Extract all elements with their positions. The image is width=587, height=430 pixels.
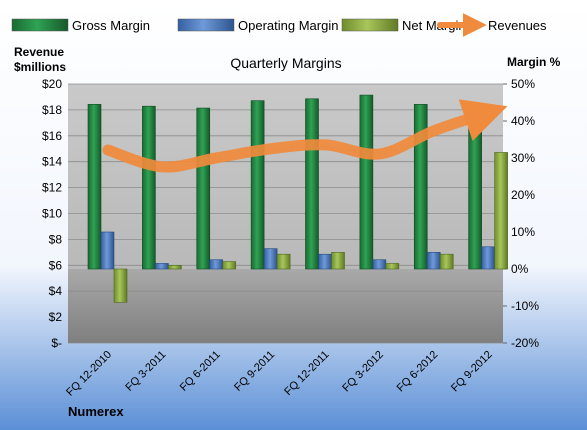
plot-area-upper	[68, 84, 503, 269]
legend: Gross Margin Operating Margin Net Margin Re…	[11, 13, 547, 37]
operating-margin-bar	[100, 231, 115, 270]
bars	[87, 94, 508, 303]
net-margin-bar	[439, 253, 454, 270]
plot-area-lower	[68, 269, 503, 343]
legend-swatch-net-margin	[341, 18, 399, 32]
legend-swatch-gross-margin	[11, 18, 69, 32]
gross-margin-bar	[468, 111, 482, 270]
net-margin-bar	[113, 268, 128, 303]
legend-label: Gross Margin	[72, 18, 150, 33]
left-tick-label: $16	[42, 129, 62, 143]
right-tick-label: -20%	[511, 336, 539, 350]
right-axis-label: Margin %	[507, 55, 561, 69]
left-tick-label: $4	[49, 284, 63, 298]
gross-margin-bar	[196, 107, 211, 270]
right-tick-label: 20%	[511, 188, 535, 202]
right-tick-label: 40%	[511, 114, 535, 128]
operating-margin-bar	[481, 246, 495, 270]
right-tick-label: 30%	[511, 151, 535, 165]
right-tick-label: 10%	[511, 225, 535, 239]
operating-margin-bar	[209, 259, 224, 270]
revenue-point	[108, 150, 109, 151]
left-axis-label-line2: $millions	[14, 60, 66, 74]
left-tick-label: $2	[49, 310, 63, 324]
revenue-point	[216, 157, 217, 158]
legend-label: Net Margin	[402, 18, 466, 33]
left-tick-label: $14	[42, 155, 62, 169]
revenue-point	[434, 130, 435, 131]
right-tick-label: 50%	[511, 77, 535, 91]
operating-margin-bar	[372, 259, 387, 270]
left-tick-label: $8	[49, 232, 63, 246]
net-margin-bar	[331, 252, 345, 270]
left-axis-label-line1: Revenue	[14, 45, 64, 59]
operating-margin-bar	[155, 263, 169, 270]
revenue-point	[325, 144, 326, 145]
company-name: Numerex	[68, 404, 124, 419]
legend-label: Operating Margin	[238, 18, 338, 33]
revenue-point	[162, 166, 163, 167]
operating-margin-bar	[318, 253, 332, 270]
revenue-point	[379, 153, 380, 154]
revenue-point	[271, 148, 272, 149]
left-tick-label: $18	[42, 103, 62, 117]
chart-title: Quarterly Margins	[230, 55, 341, 71]
gross-margin-bar	[142, 105, 156, 270]
left-tick-label: $12	[42, 181, 62, 195]
gross-margin-bar	[87, 104, 102, 270]
right-tick-label: 0%	[511, 262, 529, 276]
net-margin-bar	[276, 253, 291, 270]
net-margin-bar	[168, 264, 182, 270]
gross-margin-bar	[250, 100, 265, 270]
revenue-line-layer	[102, 99, 508, 173]
left-axis-ticks: $- $2 $4 $6 $8 $10 $12 $14 $16 $18 $20	[42, 77, 62, 350]
net-margin-bar	[222, 261, 237, 270]
gross-margin-bar	[413, 104, 428, 270]
net-margin-bar	[494, 152, 508, 270]
left-tick-label: $20	[42, 77, 62, 91]
revenue-line	[102, 99, 508, 173]
right-tick-label: -10%	[511, 299, 539, 313]
net-margin-bar	[385, 263, 400, 270]
gross-margin-bar	[359, 94, 374, 270]
operating-margin-bar	[426, 252, 441, 270]
legend-label: Revenues	[488, 18, 547, 33]
operating-margin-bar	[263, 248, 278, 270]
left-tick-label: $10	[42, 207, 62, 221]
revenue-point	[488, 112, 489, 113]
right-axis-ticks: -20% -10% 0% 10% 20% 30% 40% 50%	[503, 77, 539, 350]
legend-swatch-operating-margin	[177, 18, 235, 32]
gross-margin-bar	[305, 98, 319, 270]
left-tick-label: $-	[51, 336, 62, 350]
left-tick-label: $6	[49, 258, 63, 272]
